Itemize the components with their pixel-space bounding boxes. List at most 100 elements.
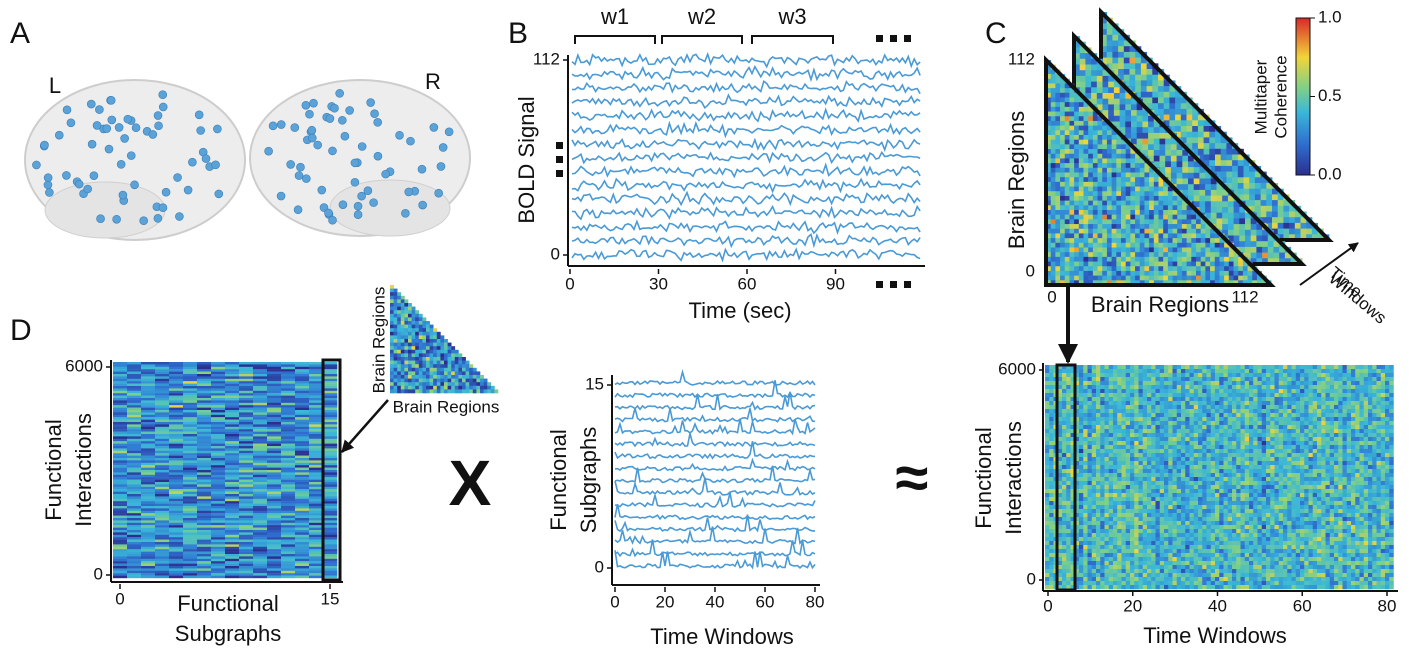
coherence-cell xyxy=(1074,112,1079,117)
subgraph-cell xyxy=(309,540,323,543)
coherence-cell xyxy=(1140,201,1145,206)
subgraph-cell xyxy=(281,494,295,497)
coherence-cell xyxy=(1069,187,1074,192)
coherence-cell xyxy=(1159,271,1164,276)
subgraph-cell xyxy=(113,535,127,538)
inset-cell xyxy=(440,368,444,372)
subgraph-cell xyxy=(155,576,169,579)
inset-cell xyxy=(448,350,452,354)
inset-cell xyxy=(408,375,412,379)
subgraph-cell xyxy=(155,451,169,454)
region-node xyxy=(314,141,322,149)
subgraph-cell xyxy=(113,477,127,480)
coherence-cell xyxy=(1107,219,1112,224)
subgraph-cell xyxy=(295,544,309,547)
coherence-cell xyxy=(1191,252,1196,257)
subgraph-cell xyxy=(323,396,337,399)
subgraph-cell xyxy=(281,391,295,394)
coherence-cell xyxy=(1055,135,1060,140)
inset-cell xyxy=(422,339,426,343)
subgraph-cell xyxy=(323,456,337,459)
subgraph-cell xyxy=(309,367,323,370)
inset-cell xyxy=(404,325,408,329)
coherence-cell xyxy=(1135,163,1140,168)
subgraph-cell xyxy=(267,408,281,411)
coherence-cell xyxy=(1144,205,1149,210)
coherence-cell xyxy=(1131,110,1137,116)
coherence-cell xyxy=(1126,177,1131,182)
subgraph-cell xyxy=(169,369,183,372)
coherence-cell xyxy=(1163,205,1168,210)
inset-cell xyxy=(422,368,426,372)
x-axis-label: Brain Regions xyxy=(1091,292,1229,317)
subgraph-cell xyxy=(281,436,295,439)
inset-cell xyxy=(415,343,419,347)
subgraph-cell xyxy=(141,403,155,406)
coherence-cell xyxy=(1060,238,1065,243)
coherence-cell xyxy=(1144,248,1149,253)
region-node xyxy=(140,217,148,225)
subgraph-cell xyxy=(239,434,253,437)
coherence-cell xyxy=(1219,262,1224,267)
subgraph-cell xyxy=(113,410,127,413)
coherence-cell xyxy=(1266,206,1272,212)
subgraph-cell xyxy=(267,432,281,435)
subgraph-cell xyxy=(113,568,127,571)
region-node xyxy=(336,89,344,97)
coherence-cell xyxy=(1187,109,1193,115)
subgraph-cell xyxy=(183,415,197,418)
subgraph-cell xyxy=(155,520,169,523)
coherence-cell xyxy=(1126,276,1131,281)
subgraph-cell xyxy=(295,444,309,447)
coherence-cell xyxy=(1245,230,1251,236)
ellipsis-dot xyxy=(890,281,897,288)
inset-cell xyxy=(437,389,441,393)
inset-cell xyxy=(419,317,423,321)
coherence-cell xyxy=(1171,173,1177,179)
subgraph-cell xyxy=(267,427,281,430)
coherence-cell xyxy=(1163,252,1168,257)
coherence-cell xyxy=(1069,196,1074,201)
coherence-cell xyxy=(1112,144,1117,149)
subgraph-cell xyxy=(267,504,281,507)
subgraph-cell xyxy=(211,396,225,399)
subgraph-cell xyxy=(267,403,281,406)
subgraph-cell xyxy=(323,494,337,497)
coherence-cell xyxy=(1248,276,1253,281)
coherence-cell xyxy=(1107,257,1112,262)
subgraph-cell xyxy=(253,489,267,492)
coherence-cell xyxy=(1144,243,1149,248)
subgraph-cell xyxy=(267,364,281,367)
subgraph-cell xyxy=(281,501,295,504)
inset-cell xyxy=(455,389,459,393)
coherence-cell xyxy=(1256,230,1262,236)
coherence-cell xyxy=(1164,98,1170,104)
interaction-cell xyxy=(1045,449,1050,453)
subgraph-cell xyxy=(267,420,281,423)
coherence-cell xyxy=(1102,126,1107,131)
coherence-cell xyxy=(1210,271,1215,276)
subgraph-cell xyxy=(211,564,225,567)
subgraph-cell xyxy=(155,571,169,574)
coherence-cell xyxy=(1268,253,1274,259)
subgraph-cell xyxy=(267,472,281,475)
coherence-cell xyxy=(1171,156,1177,162)
subgraph-cell xyxy=(323,518,337,521)
region-node xyxy=(159,103,167,111)
subgraph-cell xyxy=(183,446,197,449)
inset-cell xyxy=(394,292,398,296)
coherence-cell xyxy=(1219,276,1224,281)
subgraph-cell xyxy=(267,412,281,415)
subgraph-cell xyxy=(169,475,183,478)
coherence-cell xyxy=(1112,196,1117,201)
inset-cell xyxy=(394,379,398,383)
inset-cell xyxy=(437,386,441,390)
inset-cell xyxy=(397,328,401,332)
subgraph-cell xyxy=(239,451,253,454)
coherence-cell xyxy=(1187,126,1193,132)
inset-cell xyxy=(466,389,470,393)
coherence-cell xyxy=(1163,196,1168,201)
subgraph-cell xyxy=(113,403,127,406)
subgraph-cell xyxy=(225,547,239,550)
coherence-cell xyxy=(1102,130,1107,135)
